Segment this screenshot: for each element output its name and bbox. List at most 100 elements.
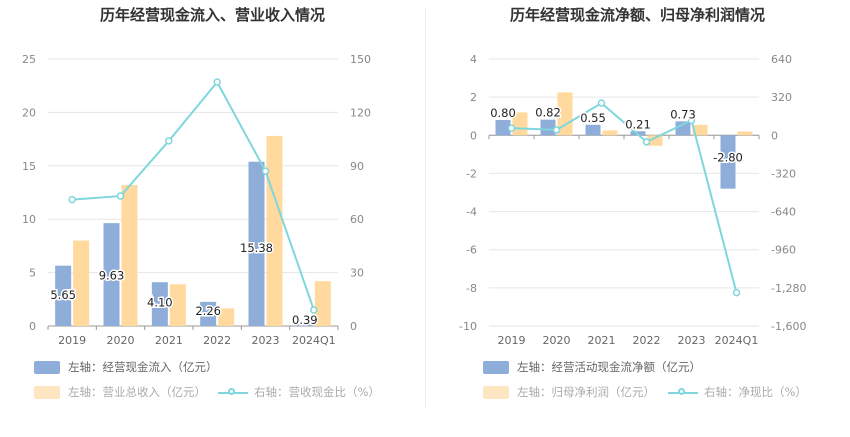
bar-data-label: 4.10 <box>147 295 173 309</box>
bar-data-label: 0.39 <box>292 313 318 327</box>
bar-data-label: 15.38 <box>240 241 273 255</box>
right-axis-tick-label: 640 <box>771 53 792 66</box>
bar-series-1 <box>495 120 511 136</box>
line-point <box>642 138 651 146</box>
bar-series-1 <box>200 301 217 326</box>
right-axis-tick-label: -640 <box>771 206 796 219</box>
bar-series-1 <box>103 223 120 326</box>
bar-series-1 <box>540 119 556 136</box>
bar-data-label: 0.21 <box>625 117 651 131</box>
line-point <box>597 99 606 107</box>
bar-series-1 <box>55 265 72 326</box>
legend-label: 左轴：归母净利润（亿元） <box>517 385 655 399</box>
bar-series-2 <box>692 124 708 136</box>
bar-data-label: 0.73 <box>670 107 696 121</box>
line-point <box>213 78 221 86</box>
left-axis-tick-label: -2 <box>466 167 477 180</box>
legend-label: 右轴：营收现金比（%） <box>254 385 380 399</box>
legend-item-net-cashflow[interactable]: 左轴：经营活动现金流净额（亿元） <box>483 359 701 375</box>
x-axis-category-label: 2020 <box>543 334 571 347</box>
right-axis-tick-label: 150 <box>350 53 371 66</box>
line-point <box>116 192 125 200</box>
x-axis-category-label: 2023 <box>252 334 280 347</box>
x-axis-category-label: 2019 <box>58 334 86 347</box>
legend-swatch <box>34 385 60 399</box>
bar-series-2 <box>737 131 753 136</box>
chart-panel-netcash-profit: 历年经营现金流净额、归母净利润情况 -10 -1,600 -8 -1,280 -6 -96… <box>425 0 850 437</box>
legend-swatch <box>34 360 60 374</box>
line-point <box>310 306 318 314</box>
x-axis-category-label: 2019 <box>498 334 526 347</box>
legend-swatch <box>483 385 509 399</box>
chart-title: 历年经营现金流入、营业收入情况 <box>99 6 325 24</box>
bar-data-label: -2.80 <box>713 150 743 164</box>
left-axis-tick-label: 10 <box>22 213 36 226</box>
bar-series-1 <box>151 282 168 326</box>
bar-series-1 <box>585 124 601 136</box>
bar-series-2 <box>647 135 663 146</box>
right-axis-tick-label: 120 <box>350 106 371 119</box>
bar-series-2 <box>169 284 186 326</box>
line-point <box>261 167 270 175</box>
legend-item-cash-inflow[interactable]: 左轴：经营现金流入（亿元） <box>34 359 218 375</box>
right-axis-tick-label: -1,600 <box>771 320 806 333</box>
bar-series-2 <box>73 240 90 326</box>
left-axis-tick-label: 15 <box>22 160 36 173</box>
bar-data-label: 9.63 <box>99 269 125 283</box>
bar-data-label: 2.26 <box>195 304 221 318</box>
legend-item-net-profit[interactable]: 左轴：归母净利润（亿元） <box>483 384 655 400</box>
bar-series-2 <box>602 130 618 136</box>
line-point <box>732 288 741 297</box>
bar-series-2 <box>266 135 283 326</box>
legend-swatch <box>483 360 509 374</box>
bar-data-label: 5.65 <box>50 288 76 302</box>
left-axis-tick-label: 2 <box>470 91 477 104</box>
right-axis-tick-label: 0 <box>350 320 357 333</box>
legend-label: 左轴：经营现金流入（亿元） <box>68 360 218 374</box>
left-axis-tick-label: 5 <box>29 267 36 280</box>
line-series <box>511 101 738 293</box>
line-marker-icon <box>668 386 698 399</box>
x-axis-category-label: 2021 <box>155 334 183 347</box>
line-point <box>68 195 76 204</box>
bar-data-label: 0.80 <box>490 106 516 120</box>
right-axis-tick-label: 0 <box>771 129 778 142</box>
line-point <box>552 126 561 134</box>
legend-item-revenue[interactable]: 左轴：营业总收入（亿元） <box>34 384 206 400</box>
legend-label: 左轴：营业总收入（亿元） <box>68 385 206 399</box>
bar-series-1 <box>248 161 265 326</box>
left-axis-tick-label: -10 <box>459 320 477 333</box>
right-axis-tick-label: -1,280 <box>771 282 806 295</box>
bar-series-2 <box>218 308 235 326</box>
bar-series-1 <box>720 135 736 189</box>
left-axis-tick-label: 4 <box>470 53 477 66</box>
legend-label: 右轴：净现比（%） <box>704 385 807 399</box>
line-series <box>72 80 315 311</box>
right-axis-tick-label: 90 <box>350 160 364 173</box>
left-axis-tick-label: -8 <box>466 282 477 295</box>
left-axis-tick-label: -6 <box>466 244 477 257</box>
x-axis-category-label: 2023 <box>678 334 706 347</box>
chart-title: 历年经营现金流净额、归母净利润情况 <box>509 6 765 24</box>
bar-data-label: 0.82 <box>535 106 561 120</box>
left-axis-tick-label: 0 <box>29 320 36 333</box>
x-axis-category-label: 2022 <box>203 334 231 347</box>
right-axis-tick-label: -960 <box>771 244 796 257</box>
left-axis-tick-label: 0 <box>470 129 477 142</box>
bar-series-2 <box>557 92 573 136</box>
chart-plot-area: -10 -1,600 -8 -1,280 -6 -960 -4 -640 -2 -320 0 0 2 32… <box>459 53 806 347</box>
legend-item-revenue-cash-ratio[interactable]: 右轴：营收现金比（%） <box>218 384 380 400</box>
bar-series-1 <box>675 121 691 136</box>
x-axis-category-label: 2024Q1 <box>292 334 336 347</box>
bar-series-2 <box>314 281 331 326</box>
right-axis-tick-label: -320 <box>771 167 796 180</box>
bar-data-label: 0.55 <box>580 111 606 125</box>
right-axis-tick-label: 60 <box>350 213 364 226</box>
panel-divider <box>425 8 426 408</box>
chart-panel-cashflow-revenue: 历年经营现金流入、营业收入情况 0 0 5 30 10 60 15 90 20 120 25 150 2… <box>22 6 380 400</box>
line-point <box>507 124 516 132</box>
bar-series-1 <box>296 321 313 326</box>
x-axis-category-label: 2022 <box>633 334 661 347</box>
line-point <box>687 116 696 125</box>
legend-item-net-cash-ratio[interactable]: 右轴：净现比（%） <box>668 384 807 400</box>
